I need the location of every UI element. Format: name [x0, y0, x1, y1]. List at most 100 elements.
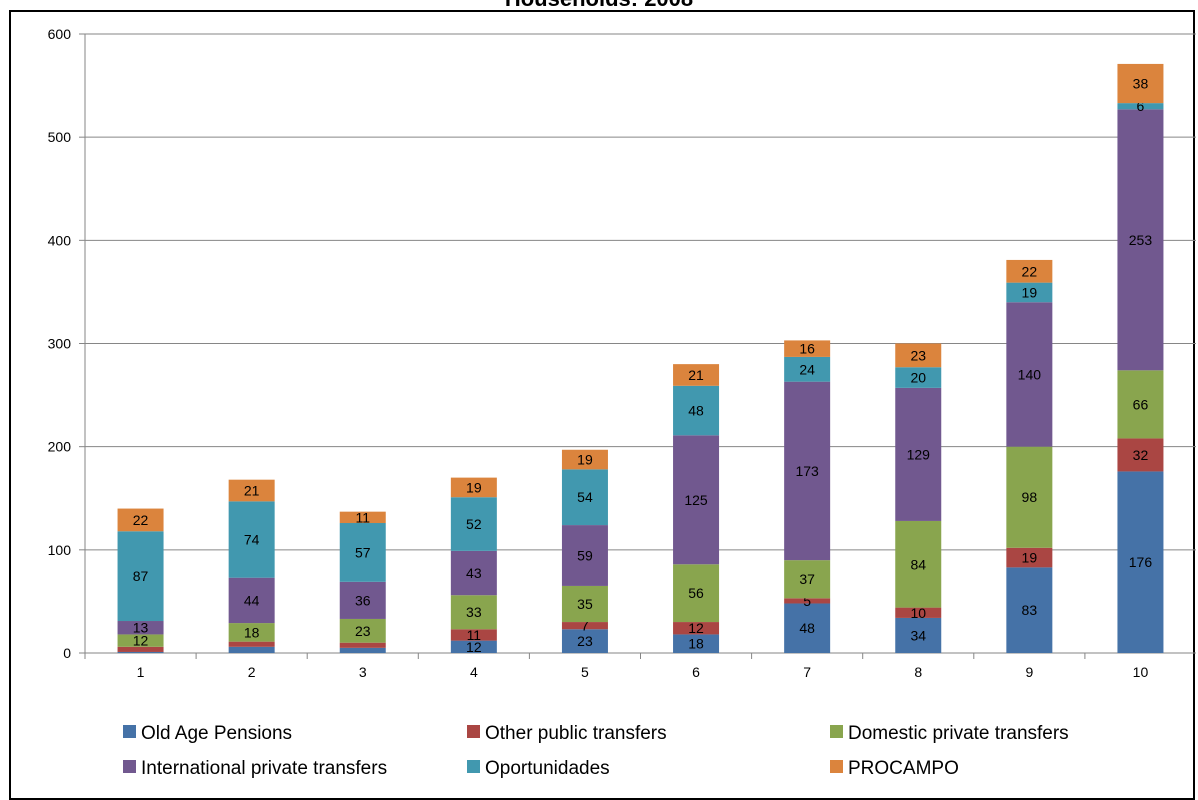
bar-segment [339, 618, 386, 643]
data-label: 66 [1133, 396, 1149, 412]
bar-segment [117, 634, 164, 647]
bar-segment [784, 603, 831, 653]
data-label: 48 [688, 403, 704, 419]
bar-segment [450, 640, 497, 653]
y-tick-label: 200 [48, 439, 72, 455]
bar-segment [228, 641, 275, 647]
data-label: 125 [684, 492, 708, 508]
data-label: 37 [799, 571, 815, 587]
data-label: 18 [688, 636, 704, 652]
data-label: 24 [799, 361, 815, 377]
x-tick-label: 6 [692, 664, 700, 680]
data-label: 19 [1022, 550, 1038, 566]
bar-segment [673, 364, 720, 386]
bar-segment [450, 629, 497, 641]
legend-swatch [467, 725, 480, 738]
y-tick-label: 600 [48, 26, 72, 42]
bar-segment [784, 598, 831, 604]
bar-segment [1117, 471, 1164, 653]
bar-segment [450, 497, 497, 551]
bar-segment [117, 621, 164, 635]
bar-segment [228, 479, 275, 502]
bar-segment [895, 343, 942, 368]
legend-label: Oportunidades [485, 758, 610, 779]
bar-segment [1117, 370, 1164, 439]
data-label: 22 [1022, 263, 1038, 279]
y-tick-label: 0 [63, 645, 71, 661]
bar-segment [895, 607, 942, 618]
legend-swatch [123, 725, 136, 738]
data-label: 22 [133, 512, 149, 528]
data-label: 12 [466, 639, 482, 655]
bar-segment [1006, 446, 1053, 548]
data-label: 7 [581, 618, 589, 634]
y-tick-label: 100 [48, 542, 72, 558]
data-label: 20 [910, 370, 926, 386]
data-label: 253 [1129, 232, 1153, 248]
data-label: 43 [466, 565, 482, 581]
data-label: 38 [1133, 76, 1149, 92]
data-label: 23 [355, 623, 371, 639]
data-label: 83 [1022, 602, 1038, 618]
bar-segment [228, 501, 275, 578]
data-label: 33 [466, 604, 482, 620]
legend-label: Domestic private transfers [848, 723, 1069, 744]
bar-segment [784, 356, 831, 382]
data-label: 21 [688, 367, 704, 383]
bar-segment [1006, 547, 1053, 568]
data-label: 18 [244, 624, 260, 640]
legend-swatch [830, 760, 843, 773]
bar-segment [673, 435, 720, 565]
bar-segment [784, 340, 831, 357]
data-label: 56 [688, 585, 704, 601]
bar-segment [228, 646, 275, 653]
bar-segment [117, 508, 164, 532]
data-label: 36 [355, 592, 371, 608]
y-tick-label: 500 [48, 129, 72, 145]
bar-segment [673, 385, 720, 436]
data-label: 23 [910, 347, 926, 363]
bar-segment [895, 387, 942, 521]
bar-segment [561, 449, 608, 470]
data-label: 98 [1022, 489, 1038, 505]
bar-segment [1117, 438, 1164, 472]
x-tick-label: 3 [359, 664, 367, 680]
y-tick-label: 400 [48, 232, 72, 248]
data-label: 59 [577, 548, 593, 564]
bar-segment [339, 523, 386, 582]
legend-swatch [830, 725, 843, 738]
data-label: 52 [466, 516, 482, 532]
x-tick-label: 9 [1025, 664, 1033, 680]
data-label: 48 [799, 620, 815, 636]
bar-segment [673, 634, 720, 653]
data-label: 140 [1018, 366, 1042, 382]
bar-segment [1117, 109, 1164, 371]
x-tick-label: 8 [914, 664, 922, 680]
x-tick-label: 1 [137, 664, 145, 680]
bar-segment [228, 623, 275, 642]
data-label: 23 [577, 633, 593, 649]
legend-label: Other public transfers [485, 723, 667, 744]
bar-segment [673, 622, 720, 635]
data-label: 74 [244, 532, 260, 548]
bar-segment [1117, 63, 1164, 104]
bar-segment [339, 647, 386, 653]
bar-segment [117, 531, 164, 622]
data-label: 11 [355, 509, 370, 525]
bar-segment [1006, 302, 1053, 447]
bar-segment [339, 581, 386, 619]
data-label: 11 [467, 627, 482, 643]
bar-segment [784, 381, 831, 561]
data-label: 19 [577, 452, 593, 468]
data-label: 35 [577, 596, 593, 612]
data-label: 12 [133, 633, 149, 649]
bar-segment [450, 550, 497, 596]
data-label: 19 [1022, 284, 1038, 300]
bar-segment [1006, 282, 1053, 303]
bar-segment [561, 469, 608, 526]
x-tick-label: 7 [803, 664, 811, 680]
data-label: 10 [910, 605, 926, 621]
bar-segment [117, 651, 164, 653]
data-label: 34 [910, 627, 926, 643]
